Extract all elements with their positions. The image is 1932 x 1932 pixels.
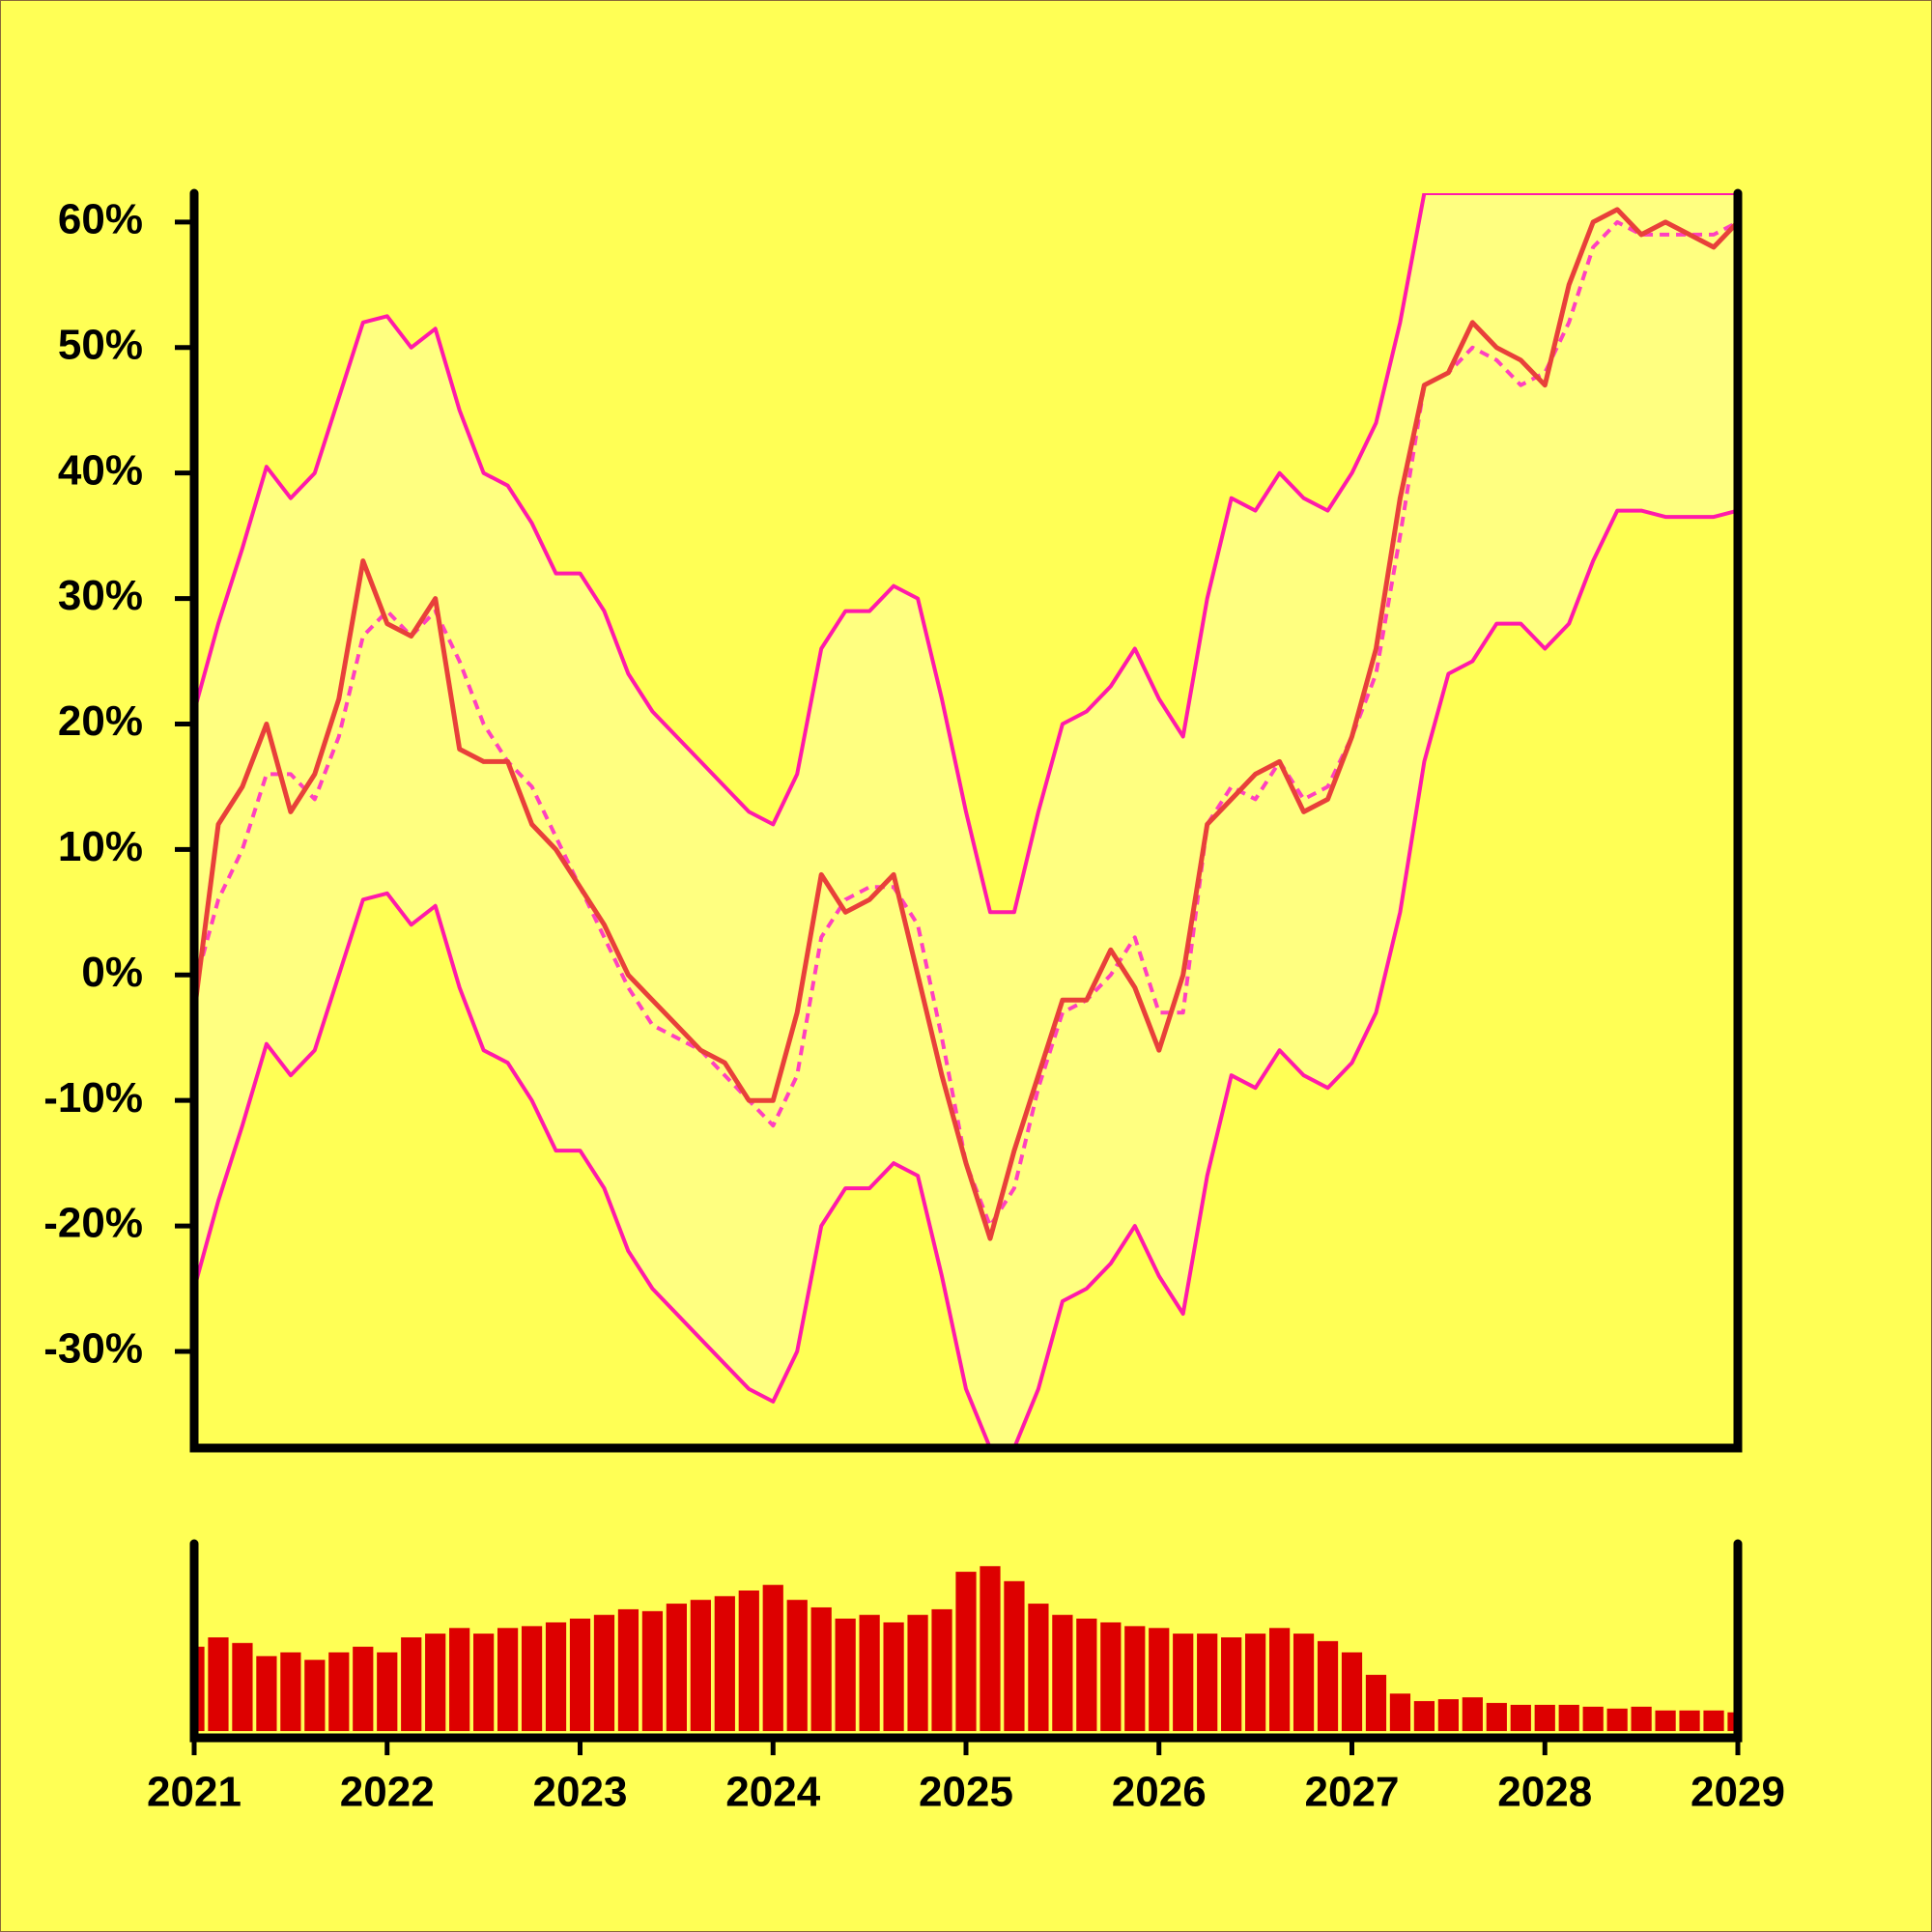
volume-bar: [1631, 1706, 1652, 1731]
volume-bar: [521, 1626, 543, 1731]
volume-bar: [328, 1652, 350, 1731]
plot-area: [194, 193, 1738, 1448]
series-line: [194, 207, 1738, 1241]
volume-bar: [1486, 1702, 1507, 1731]
x-tick-label: 2021: [147, 1769, 242, 1816]
volume-bar: [738, 1590, 759, 1731]
volume-bar: [1004, 1580, 1025, 1731]
volume-bar: [1317, 1640, 1339, 1731]
volume-bar: [955, 1572, 977, 1731]
volume-bar: [1149, 1628, 1170, 1731]
volume-bar: [1655, 1710, 1676, 1731]
volume-bar: [353, 1646, 374, 1731]
series-line: [194, 219, 1738, 1229]
volume-bar: [786, 1600, 808, 1731]
volume-bar: [545, 1622, 567, 1731]
volume-bar: [883, 1622, 904, 1731]
volume-bar: [690, 1600, 711, 1731]
volume-bar: [980, 1566, 1001, 1731]
volume-bar: [1173, 1634, 1194, 1731]
y-tick-label: -20%: [43, 1200, 143, 1247]
volume-bar: [1028, 1604, 1049, 1731]
volume-bar: [449, 1628, 470, 1731]
volume-bar: [256, 1656, 277, 1731]
y-tick-label: 40%: [58, 446, 143, 494]
y-tick-label: 0%: [81, 949, 143, 996]
volume-bar: [1076, 1618, 1097, 1731]
y-tick-label: 50%: [58, 321, 143, 368]
volume-bar: [1221, 1637, 1242, 1731]
volume-bar: [907, 1614, 928, 1731]
y-tick-label: 20%: [58, 697, 143, 745]
volume-bar: [666, 1604, 687, 1731]
volume-bar: [1245, 1634, 1266, 1731]
volume-bar: [1582, 1706, 1604, 1731]
volume-bar: [1462, 1697, 1483, 1731]
volume-bar: [401, 1637, 422, 1731]
volume-bar: [304, 1660, 326, 1731]
volume-bar: [810, 1606, 832, 1731]
volume-bar: [1341, 1652, 1363, 1731]
volume-bar: [1437, 1699, 1459, 1731]
volume-bar: [714, 1596, 735, 1731]
volume-bar: [1100, 1622, 1122, 1731]
x-tick-label: 2023: [533, 1769, 628, 1816]
volume-bar: [1510, 1704, 1531, 1731]
volume-bar: [194, 1646, 205, 1731]
x-tick-label: 2028: [1497, 1769, 1592, 1816]
axis-frame: [189, 188, 1743, 1453]
volume-bar: [208, 1637, 229, 1731]
volume-bar: [931, 1608, 952, 1731]
volume-bar: [617, 1608, 639, 1731]
volume-bar: [377, 1652, 398, 1731]
y-tick-label: -10%: [43, 1074, 143, 1122]
volume-bar: [859, 1614, 880, 1731]
volume-bar: [1606, 1708, 1628, 1731]
x-tick-label: 2027: [1305, 1769, 1400, 1816]
volume-bar: [1365, 1674, 1387, 1731]
volume-bar: [641, 1610, 664, 1731]
volume-bar: [1268, 1628, 1291, 1731]
volume-bar: [1703, 1710, 1724, 1731]
series-line: [194, 508, 1738, 1448]
x-tick-label: 2029: [1690, 1769, 1785, 1816]
volume-bar: [1052, 1614, 1073, 1731]
volume-bar: [425, 1634, 446, 1731]
volume-bar: [497, 1628, 519, 1731]
volume-bar: [1413, 1700, 1435, 1731]
x-tick-label: 2026: [1112, 1769, 1207, 1816]
series-line: [194, 193, 1738, 915]
volume-bar: [569, 1618, 591, 1731]
y-tick-label: -30%: [43, 1325, 143, 1373]
volume-bar: [762, 1584, 783, 1731]
y-tick-label: 10%: [58, 823, 143, 870]
volume-bar: [1558, 1704, 1579, 1731]
volume-bar: [280, 1652, 301, 1731]
volume-bar: [1389, 1693, 1411, 1731]
x-tick-label: 2024: [725, 1769, 820, 1816]
volume-bar: [473, 1634, 495, 1731]
volume-bar: [1727, 1712, 1738, 1731]
x-tick-label: 2025: [919, 1769, 1013, 1816]
volume-bar: [1679, 1710, 1700, 1731]
volume-bar: [1197, 1634, 1218, 1731]
volume-bar: [1293, 1634, 1315, 1731]
y-tick-label: 60%: [58, 196, 143, 243]
y-tick-label: 30%: [58, 572, 143, 619]
volume-bar: [1124, 1626, 1146, 1731]
volume-bar: [593, 1614, 615, 1731]
volume-bar: [232, 1642, 253, 1731]
axes: -30% -20% -10% 0% 10% 20% 30% 40% 50% 60% 2021 2022…: [43, 188, 1785, 1816]
band-fill: [194, 193, 1738, 1448]
x-tick-label: 2022: [340, 1769, 435, 1816]
volume-bar: [1534, 1704, 1555, 1731]
volume-bar: [835, 1618, 856, 1731]
